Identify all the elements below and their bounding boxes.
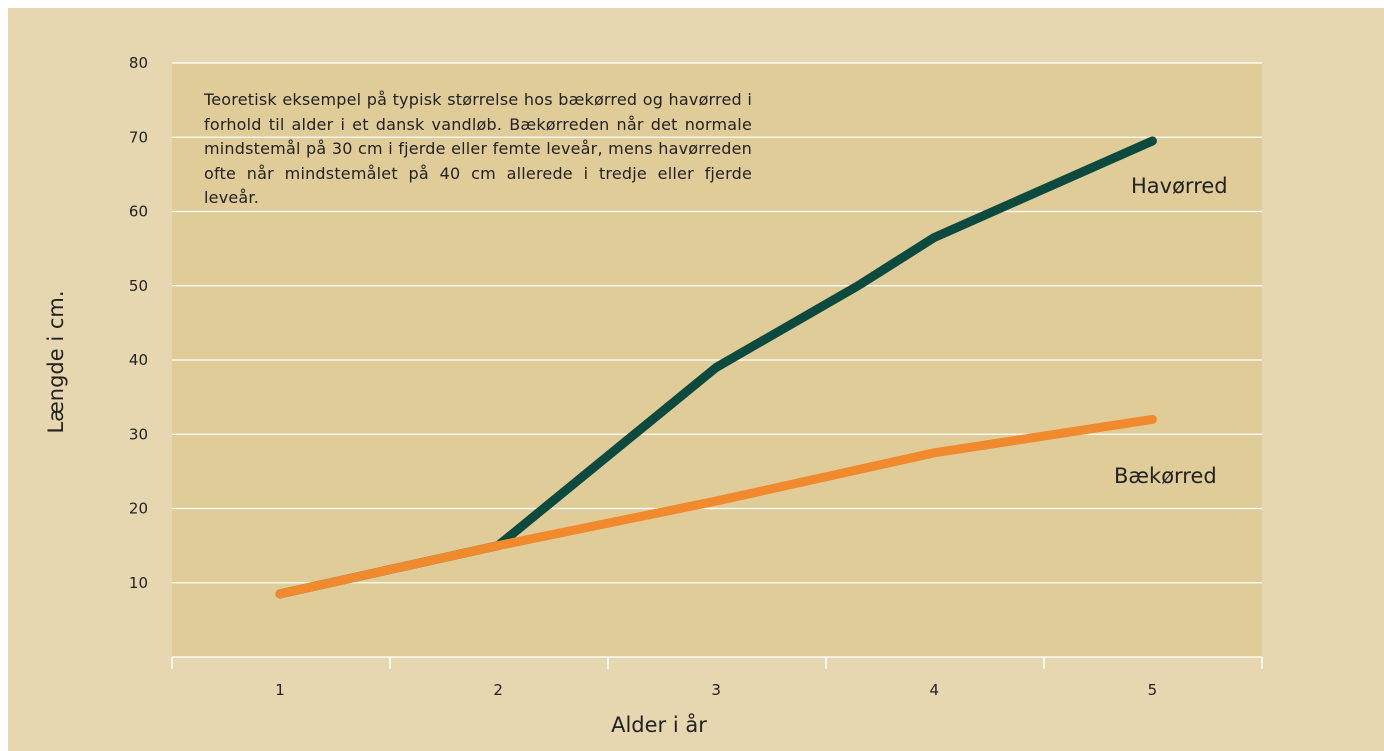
gridlines <box>172 62 1262 584</box>
chart-frame: 10 20 30 40 50 60 70 80 1 2 3 4 5 Havørred Bækørred… <box>8 8 1384 751</box>
chart-annotation: Teoretisk eksempel på typisk størrelse h… <box>204 90 752 208</box>
y-tick-label-80: 80 <box>129 54 148 72</box>
chart-svg: 10 20 30 40 50 60 70 80 1 2 3 4 5 Havørred Bækørred… <box>44 54 1263 737</box>
x-tick-label-1: 1 <box>275 681 285 699</box>
series-lines <box>275 136 1157 599</box>
y-tick-label-20: 20 <box>129 500 148 518</box>
x-axis-tick-labels: 1 2 3 4 5 <box>275 681 1157 699</box>
x-tick-label-3: 3 <box>711 681 721 699</box>
series-label-havorred: Havørred <box>1131 174 1228 198</box>
y-tick-label-60: 60 <box>129 203 148 221</box>
series-label-baekorred: Bækørred <box>1114 464 1217 488</box>
y-axis-tick-labels: 10 20 30 40 50 60 70 80 <box>129 54 148 592</box>
y-tick-label-10: 10 <box>129 574 148 592</box>
y-tick-label-40: 40 <box>129 351 148 369</box>
y-tick-label-30: 30 <box>129 425 148 443</box>
x-tick-label-2: 2 <box>493 681 503 699</box>
series-line-baekorred <box>275 414 1157 599</box>
y-axis-title: Længde i cm. <box>44 290 68 433</box>
y-tick-label-70: 70 <box>129 128 148 146</box>
x-axis <box>171 656 1263 669</box>
x-axis-title: Alder i år <box>611 712 707 737</box>
x-tick-label-4: 4 <box>930 681 940 699</box>
y-tick-label-50: 50 <box>129 277 148 295</box>
x-tick-label-5: 5 <box>1148 681 1158 699</box>
